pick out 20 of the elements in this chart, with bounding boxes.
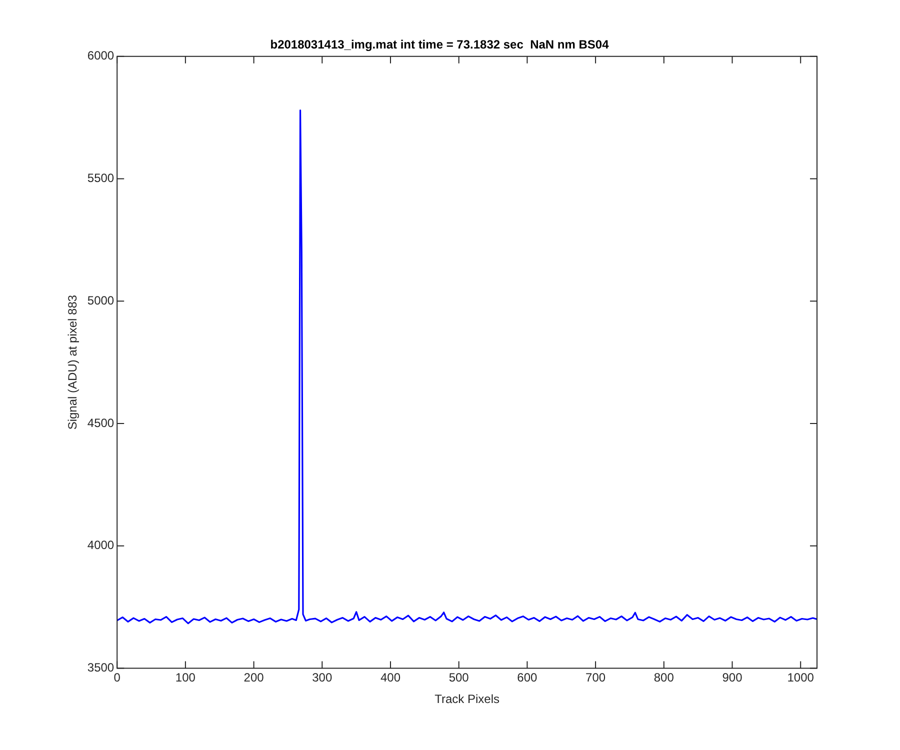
y-tick-label: 6000 — [87, 48, 114, 63]
x-tick-label: 1000 — [787, 670, 814, 685]
x-tick-label: 100 — [175, 670, 196, 685]
y-tick-label: 5500 — [87, 171, 114, 186]
x-tick-label: 200 — [244, 670, 264, 685]
x-tick-label: 0 — [114, 670, 121, 685]
x-tick-label: 800 — [654, 670, 674, 685]
y-tick-label: 5000 — [87, 293, 114, 308]
x-tick-label: 400 — [380, 670, 401, 685]
x-tick-label: 600 — [517, 670, 538, 685]
x-axis-title: Track Pixels — [434, 692, 500, 706]
x-tick-label: 500 — [448, 670, 470, 685]
y-axis-title: Signal (ADU) at pixel 883 — [66, 294, 80, 430]
x-tick-label: 900 — [722, 670, 743, 685]
y-tick-label: 4500 — [87, 416, 114, 430]
x-tick-label: 300 — [312, 670, 332, 685]
chart-title: b2018031413_img.mat int time = 73.1832 sec NaN nm BS04 — [270, 38, 610, 52]
x-tick-label: 700 — [586, 670, 606, 685]
y-tick-label: 3500 — [87, 660, 114, 675]
y-tick-label: 4000 — [87, 538, 114, 552]
